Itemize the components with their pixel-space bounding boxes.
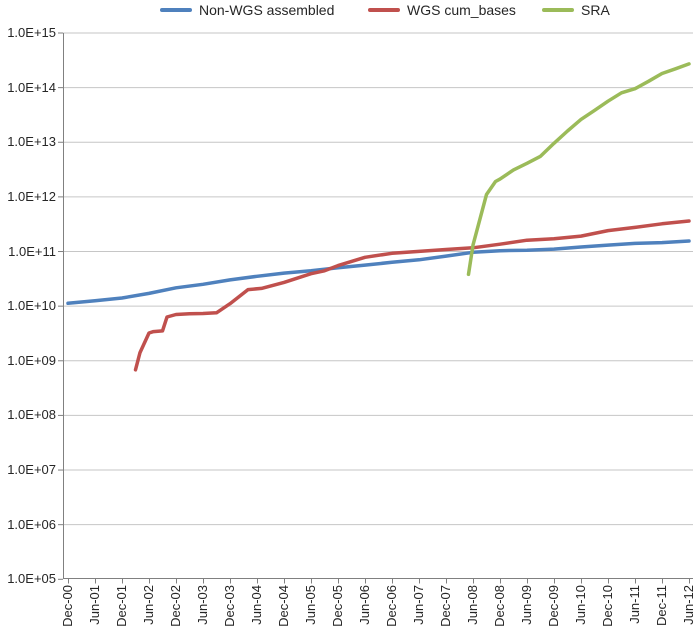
y-tick-label: 1.0E+08 [7,407,56,423]
x-tick-label: Jun-06 [357,585,372,625]
x-tick-label: Dec-03 [222,585,237,627]
x-tick-label: Jun-02 [141,585,156,625]
x-tick-label: Dec-07 [438,585,453,627]
x-tick-label: Jun-11 [627,585,642,624]
x-tick-label: Jun-09 [519,585,534,625]
legend-label-sra: SRA [581,2,610,18]
legend-line-swatch-non-wgs-assembled [160,8,192,12]
legend-label-wgs-cum-bases: WGS cum_bases [407,2,516,18]
y-tick-label: 1.0E+15 [7,25,56,40]
y-tick-label: 1.0E+13 [7,134,56,150]
x-tick-label: Dec-06 [384,585,399,627]
x-tick-label: Dec-11 [654,585,669,626]
x-tick-label: Dec-08 [492,585,507,627]
legend-label-non-wgs-assembled: Non-WGS assembled [199,2,335,18]
y-tick-label: 1.0E+05 [7,571,56,587]
x-tick-label: Dec-04 [276,585,291,627]
y-tick-label: 1.0E+09 [7,352,56,368]
legend-item-non-wgs-assembled: Non-WGS assembled [160,1,334,19]
y-tick-label: 1.0E+14 [7,79,56,95]
x-tick-label: Dec-00 [60,585,75,627]
legend-line-swatch-wgs-cum-bases [368,8,400,12]
series-line-non-wgs-assembled [66,239,691,306]
y-tick-label: 1.0E+12 [7,188,56,204]
x-tick-label: Jun-05 [303,585,318,625]
y-tick-label: 1.0E+10 [7,298,56,314]
series-line-wgs-cum-bases [133,219,691,372]
x-tick-label: Jun-04 [249,585,264,625]
x-tick-label: Jun-01 [87,585,102,625]
x-tick-label: Jun-07 [411,585,426,625]
x-tick-label: Dec-01 [114,585,129,627]
x-tick-label: Jun-03 [195,585,210,625]
x-tick-label: Jun-08 [465,585,480,625]
x-tick-label: Dec-09 [546,585,561,627]
legend-line-swatch-sra [542,8,574,12]
x-tick-label: Dec-10 [600,585,615,627]
y-tick-label: 1.0E+07 [7,462,56,478]
x-tick-label: Jun-10 [573,585,588,625]
y-tick-label: 1.0E+06 [7,516,56,532]
legend-item-sra: SRA [542,1,610,19]
y-tick-label: 1.0E+11 [8,243,56,259]
legend-item-wgs-cum-bases: WGS cum_bases [368,1,516,19]
x-tick-label: Jun-12 [681,585,696,625]
series-line-sra [466,62,691,277]
x-tick-label: Dec-02 [168,585,183,627]
x-tick-label: Dec-05 [330,585,345,627]
